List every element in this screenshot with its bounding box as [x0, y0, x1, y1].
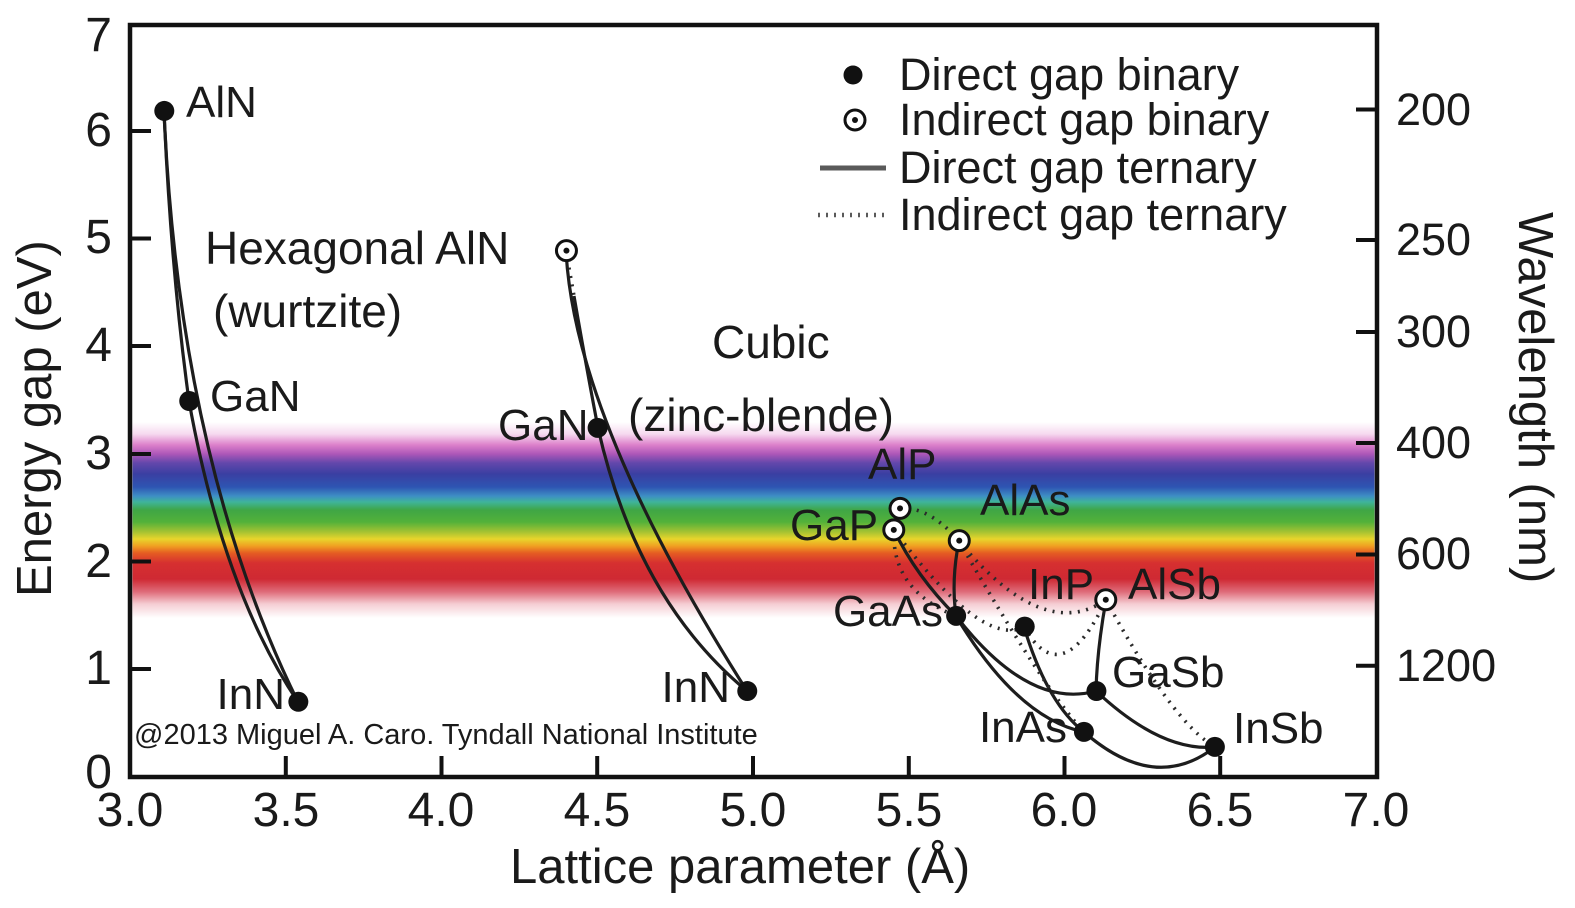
x-tick-label: 7.0: [1342, 784, 1410, 837]
x-tick-label: 4.5: [563, 784, 631, 837]
point-label-gaas: GaAs: [832, 587, 943, 636]
curve-alinn-zb: [564, 250, 749, 692]
legend-open-dot-icon: [843, 108, 867, 132]
wavelength-tick-label: 1200: [1396, 640, 1497, 691]
x-tick-label: 4.0: [407, 784, 475, 837]
point-label-gap: GaP: [790, 501, 879, 550]
visible-spectrum-band: [132, 422, 1375, 622]
x-tick-label: 6.0: [1030, 784, 1098, 837]
point-inp-zinc-blende: [1014, 616, 1035, 637]
point-label-alp: AlP: [868, 440, 937, 489]
point-label-inp: InP: [1028, 560, 1095, 609]
point-label-gan-wz: GaN: [210, 372, 301, 421]
copyright-text: @2013 Miguel A. Caro. Tyndall National I…: [134, 719, 758, 751]
point-label-alsb: AlSb: [1128, 560, 1221, 609]
point-label-alas: AlAs: [980, 476, 1071, 525]
x-tick-label: 6.5: [1186, 784, 1254, 837]
curve-gainsb: [1094, 689, 1216, 749]
wavelength-tick-label: 250: [1396, 214, 1472, 265]
point-label-gan-zb: GaN: [498, 401, 589, 450]
y-tick-label: 3: [85, 427, 112, 480]
y-tick-label: 4: [85, 319, 112, 372]
curve-alinn-wz: [162, 110, 300, 703]
point-gan-wurtzite: [179, 390, 200, 411]
point-gap-zinc-blende: [882, 518, 906, 542]
y-tick-label: 5: [85, 211, 112, 264]
y-tick-label: 0: [85, 746, 112, 799]
legend-item-indirect-binary: Indirect gap binary: [899, 94, 1270, 145]
point-label-inn-zb: InN: [661, 663, 730, 712]
point-inas-zinc-blende: [1073, 721, 1094, 742]
x-tick-label: 3.5: [252, 784, 320, 837]
legend-item-indirect-ternary: Indirect gap ternary: [899, 189, 1287, 240]
wavelength-tick-label: 400: [1396, 417, 1472, 468]
x-tick-label: 5.5: [875, 784, 943, 837]
data-points-layer: [154, 100, 1225, 757]
curve-inassb: [1082, 730, 1216, 769]
y-tick-label: 1: [85, 642, 112, 695]
x-tick-label: 3.0: [96, 784, 164, 837]
curve-alinsb: [1104, 599, 1216, 749]
point-alas-zinc-blende: [947, 529, 971, 553]
point-label-inas: InAs: [978, 703, 1067, 752]
point-gasb-zinc-blende: [1086, 681, 1107, 702]
point-alsb-zinc-blende: [1094, 588, 1118, 612]
curve-ingan-zb: [596, 427, 749, 693]
annotation-cubic: Cubic: [712, 316, 830, 368]
curve-inasp: [1022, 626, 1085, 734]
point-inn-wurtzite: [288, 691, 309, 712]
point-aln-zinc-blende: [554, 239, 578, 263]
legend-filled-dot-icon: [843, 65, 863, 85]
x-axis-title: Lattice parameter (Å): [510, 840, 971, 894]
point-label-gasb: GaSb: [1112, 648, 1225, 697]
curve-alsb-inp: [1022, 599, 1108, 657]
wavelength-tick-label: 200: [1396, 84, 1472, 135]
y-axis-title: Energy gap (eV): [8, 240, 62, 597]
point-label-aln-wz: AlN: [186, 78, 257, 127]
point-label-inn-wz: InN: [216, 670, 285, 719]
curve-gaassb: [954, 615, 1097, 696]
point-aln-wurtzite: [154, 100, 175, 121]
point-inn-zinc-blende: [737, 681, 758, 702]
legend-item-direct-ternary: Direct gap ternary: [899, 142, 1257, 193]
point-alp-zinc-blende: [888, 496, 912, 520]
curve-ingaas: [954, 615, 1085, 734]
point-gan-zinc-blende: [587, 417, 608, 438]
wavelength-tick-label: 300: [1396, 306, 1472, 357]
point-label-insb: InSb: [1233, 704, 1324, 753]
annotation-zinc-blende: (zinc-blende): [628, 389, 894, 441]
y-tick-label: 6: [85, 104, 112, 157]
point-insb-zinc-blende: [1204, 736, 1225, 757]
y-tick-label: 7: [85, 9, 112, 62]
wavelength-tick-label: 600: [1396, 528, 1472, 579]
x-tick-label: 5.0: [719, 784, 787, 837]
y-tick-label: 2: [85, 535, 112, 588]
annotation-hexagonal-aln: Hexagonal AlN: [205, 222, 510, 274]
wavelength-axis-title: Wavelength (nm): [1508, 212, 1562, 584]
curve-ingan-wz: [187, 400, 300, 703]
curve-alassb: [957, 539, 1108, 615]
legend-item-direct-binary: Direct gap binary: [899, 49, 1240, 100]
point-gaas-zinc-blende: [946, 605, 967, 626]
annotation-wurtzite: (wurtzite): [213, 285, 403, 337]
